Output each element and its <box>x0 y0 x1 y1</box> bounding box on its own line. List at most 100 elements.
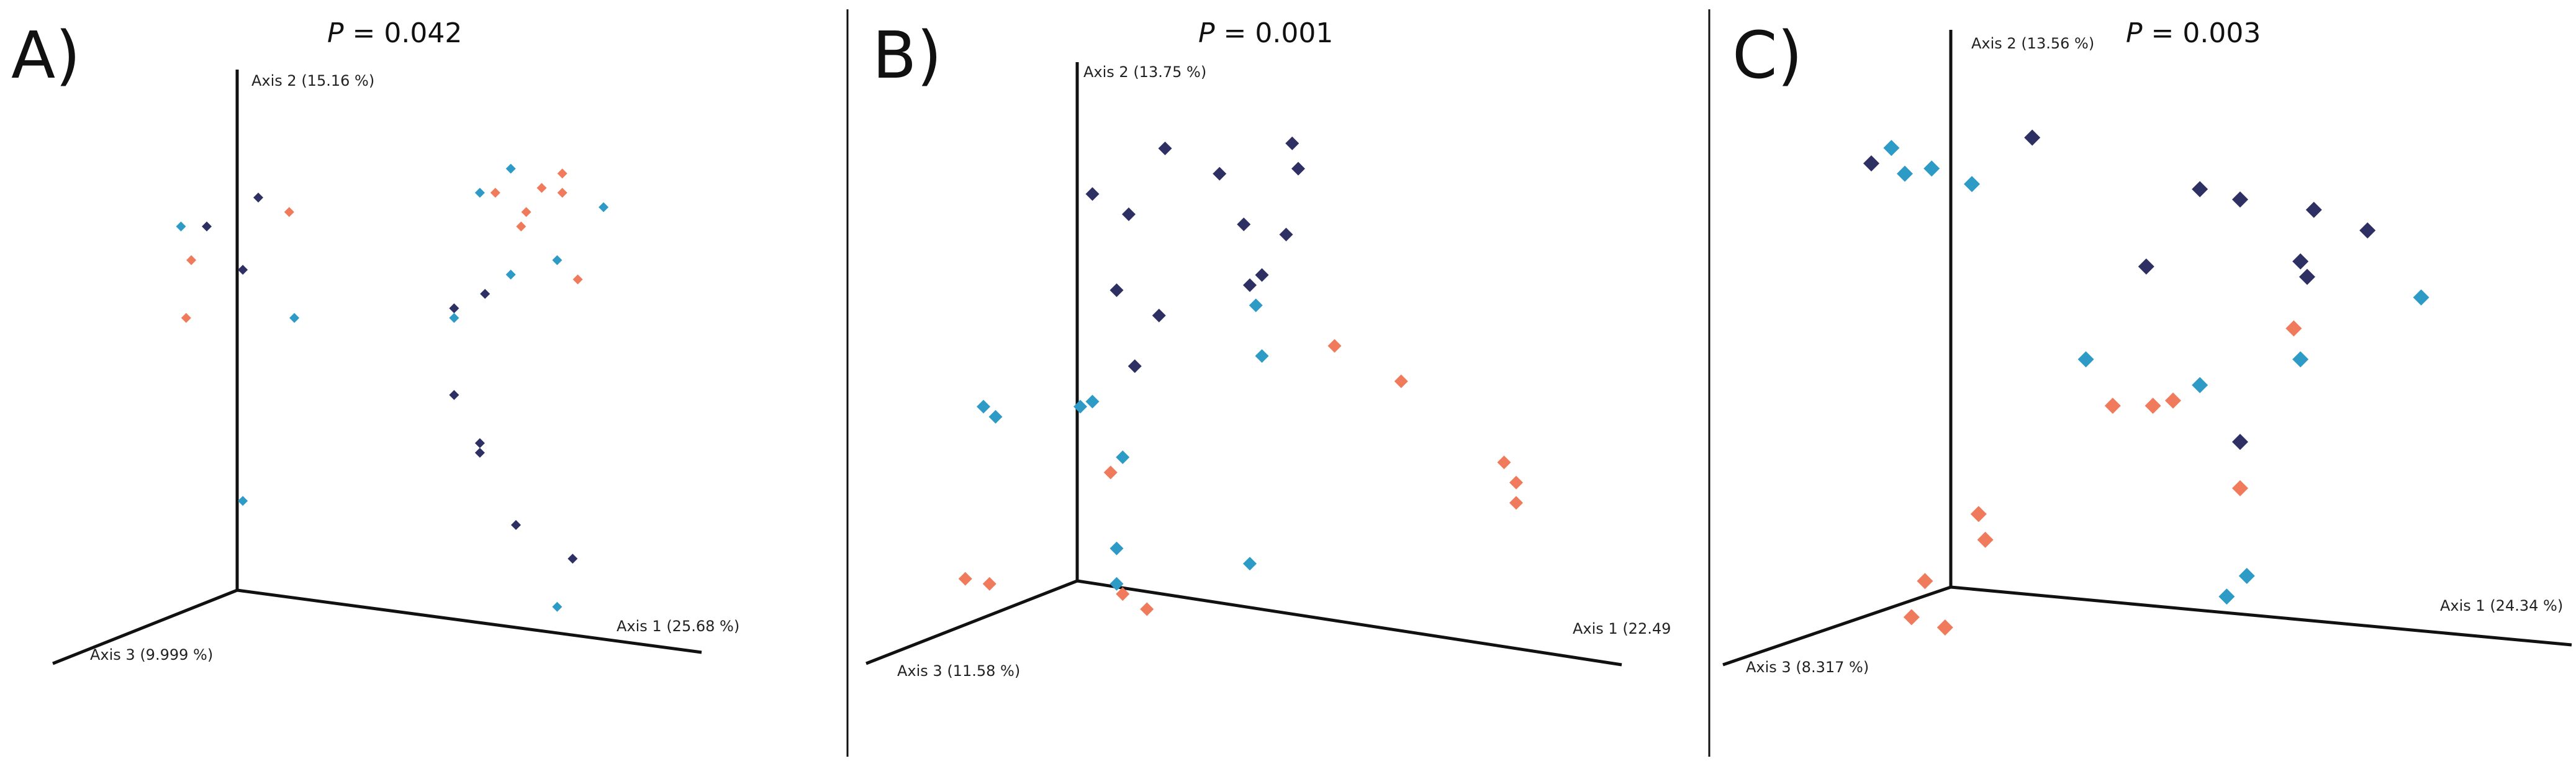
data-point-group-dark-2 <box>238 265 248 275</box>
data-point-group-dark-6 <box>474 438 485 449</box>
p-value-title: P = 0.001 <box>1198 17 1333 49</box>
data-point-group-salmon-0 <box>958 572 972 586</box>
data-point-group-cyan-5 <box>505 163 516 174</box>
data-point-group-dark-7 <box>2292 253 2309 270</box>
data-point-group-cyan-4 <box>1249 298 1263 313</box>
axis-1-label: Axis 1 (25.68 %) <box>617 618 739 635</box>
data-point-group-cyan-0 <box>1883 140 1900 157</box>
data-point-group-salmon-9 <box>1509 496 1523 510</box>
data-point-group-cyan-0 <box>176 221 186 232</box>
axis-3-line <box>1722 585 1951 667</box>
data-point-group-cyan-9 <box>2238 568 2255 584</box>
data-point-group-dark-0 <box>1085 187 1100 201</box>
data-point-group-cyan-6 <box>1116 450 1130 465</box>
data-point-group-dark-10 <box>1243 278 1257 292</box>
data-point-group-salmon-7 <box>557 168 567 179</box>
data-point-group-dark-0 <box>1863 155 1879 171</box>
data-point-group-salmon-4 <box>516 221 526 232</box>
data-point-group-cyan-3 <box>1964 176 1980 193</box>
data-point-group-dark-4 <box>2305 201 2322 218</box>
data-point-group-cyan-1 <box>988 409 1003 424</box>
data-point-group-salmon-5 <box>1327 339 1342 353</box>
panel-a: A) P = 0.042 Axis 2 (15.16 %) Axis 1 (25… <box>11 17 739 665</box>
data-point-group-cyan-0 <box>977 399 990 414</box>
axis-2-label: Axis 2 (15.16 %) <box>251 72 374 89</box>
data-point-group-cyan-2 <box>449 313 459 323</box>
data-point-group-dark-6 <box>2138 258 2154 275</box>
data-point-group-salmon-6 <box>1977 531 1994 548</box>
p-value-title: P = 0.003 <box>2126 17 2261 49</box>
data-point-group-cyan-9 <box>552 601 563 612</box>
data-point-group-dark-3 <box>1213 167 1227 181</box>
data-points <box>1863 129 2429 636</box>
data-point-group-cyan-1 <box>289 313 300 323</box>
data-point-group-dark-2 <box>1158 141 1172 155</box>
data-point-group-cyan-6 <box>552 255 563 265</box>
data-point-group-salmon-7 <box>1497 455 1511 470</box>
panel-label: B) <box>872 17 942 93</box>
data-point-group-dark-0 <box>202 221 212 232</box>
data-point-group-cyan-8 <box>1109 577 1124 591</box>
data-point-group-salmon-3 <box>490 188 500 198</box>
data-point-group-salmon-0 <box>2104 398 2121 414</box>
data-point-group-dark-2 <box>2192 181 2208 198</box>
p-value: = 0.001 <box>1215 17 1334 49</box>
data-points <box>958 136 1523 616</box>
data-point-group-cyan-8 <box>238 496 248 506</box>
data-point-group-salmon-9 <box>1937 619 1953 636</box>
data-point-group-cyan-6 <box>2192 376 2208 393</box>
axis-1-line <box>1950 585 2572 647</box>
panel-b: B) P = 0.001 Axis 2 (13.75 %) Axis 1 (22… <box>865 17 1671 680</box>
axis-1-line <box>1077 579 1622 667</box>
data-point-group-salmon-4 <box>2232 480 2248 496</box>
data-point-group-cyan-8 <box>2218 588 2235 605</box>
p-symbol: P <box>327 17 344 49</box>
data-point-group-cyan-7 <box>599 202 609 212</box>
p-symbol: P <box>2126 17 2143 49</box>
data-point-group-cyan-5 <box>2077 351 2094 368</box>
panel-label: C) <box>1732 17 1802 93</box>
data-point-group-salmon-2 <box>1103 465 1118 480</box>
axis-2-label: Axis 2 (13.75 %) <box>1083 63 1206 81</box>
data-point-group-salmon-1 <box>2144 398 2161 414</box>
data-point-group-salmon-4 <box>1140 602 1154 616</box>
data-point-group-dark-6 <box>1291 162 1305 176</box>
data-point-group-salmon-6 <box>1394 374 1408 388</box>
p-value-title: P = 0.042 <box>327 17 462 49</box>
data-point-group-dark-8 <box>2299 268 2315 285</box>
data-point-group-salmon-2 <box>2165 392 2181 409</box>
axis-3-label: Axis 3 (8.317 %) <box>1746 659 1869 676</box>
data-point-group-dark-1 <box>1122 207 1136 221</box>
data-point-group-dark-7 <box>474 447 485 458</box>
data-point-group-salmon-3 <box>1116 587 1130 601</box>
data-point-group-dark-4 <box>449 303 459 314</box>
axis-3-label: Axis 3 (11.58 %) <box>897 662 1020 680</box>
data-point-group-dark-3 <box>2232 191 2248 208</box>
data-point-group-cyan-7 <box>1109 541 1124 555</box>
data-point-group-dark-3 <box>480 289 490 299</box>
data-point-group-salmon-9 <box>572 274 583 285</box>
data-point-group-salmon-8 <box>1903 609 1920 626</box>
panel-c: C) P = 0.003 Axis 2 (13.56 %) Axis 1 (24… <box>1722 17 2572 676</box>
data-point-group-dark-8 <box>1109 283 1124 298</box>
data-point-group-dark-4 <box>1237 217 1251 232</box>
data-point-group-dark-5 <box>1279 227 1293 242</box>
data-point-group-cyan-5 <box>1255 349 1269 363</box>
data-point-group-dark-9 <box>567 554 578 564</box>
data-point-group-cyan-3 <box>1085 395 1100 409</box>
data-point-group-salmon-1 <box>181 313 191 323</box>
data-point-group-dark-5 <box>2359 222 2376 239</box>
data-point-group-salmon-0 <box>186 255 197 265</box>
data-point-group-salmon-3 <box>2285 320 2302 337</box>
data-point-group-cyan-2 <box>1923 160 1940 177</box>
axis-3-line <box>865 579 1078 665</box>
data-point-group-salmon-5 <box>521 207 531 217</box>
axis-1-label: Axis 1 (24.34 %) <box>2440 597 2563 614</box>
data-point-group-dark-1 <box>2024 129 2041 146</box>
data-point-group-salmon-6 <box>536 183 547 193</box>
panel-label: A) <box>11 17 81 93</box>
data-point-group-dark-12 <box>1128 359 1142 373</box>
p-symbol: P <box>1198 17 1215 49</box>
data-point-group-dark-1 <box>253 193 263 203</box>
